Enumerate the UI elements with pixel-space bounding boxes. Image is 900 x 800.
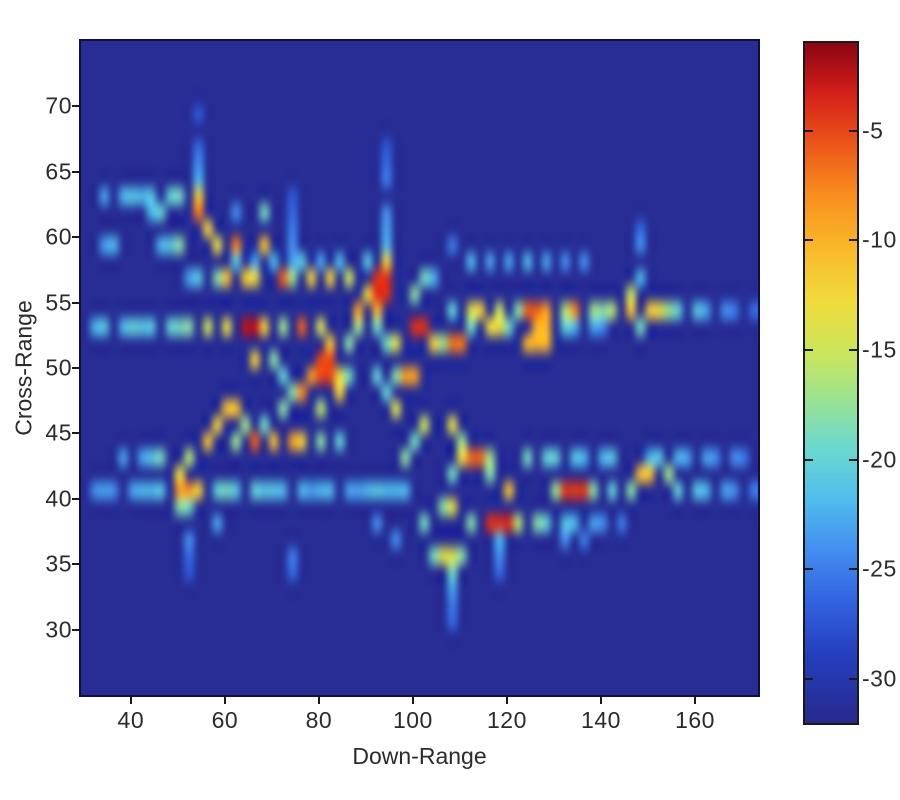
x-tick-mark xyxy=(129,697,132,704)
x-tick-mark xyxy=(505,697,508,704)
colorbar-tick-label: -30 xyxy=(862,665,897,692)
x-tick-label: 100 xyxy=(392,707,433,733)
colorbar-canvas xyxy=(805,43,857,723)
colorbar-tick-mark xyxy=(849,568,857,571)
y-tick-label: 35 xyxy=(45,550,72,577)
y-tick-label: 65 xyxy=(45,158,72,185)
x-tick-mark xyxy=(599,697,602,704)
colorbar-tick-mark xyxy=(849,129,857,132)
colorbar-tick-mark xyxy=(805,129,813,132)
colorbar-tick-mark xyxy=(849,349,857,352)
x-tick-label: 160 xyxy=(675,707,715,733)
y-tick-mark xyxy=(72,236,79,239)
x-tick-label: 60 xyxy=(211,707,239,733)
x-tick-label: 140 xyxy=(581,707,621,733)
y-axis-label: Cross-Range xyxy=(10,300,37,436)
y-tick-mark xyxy=(72,367,79,369)
x-tick-mark xyxy=(223,697,226,704)
y-tick-label: 40 xyxy=(45,485,72,512)
y-tick-mark xyxy=(72,432,79,435)
colorbar-tick-label: -25 xyxy=(862,555,897,582)
colorbar-tick-mark xyxy=(849,458,857,461)
y-tick-label: 55 xyxy=(45,289,72,316)
y-tick-label: 60 xyxy=(45,223,72,250)
colorbar-tick-label: -10 xyxy=(862,226,897,253)
colorbar-tick-label: -20 xyxy=(862,446,897,473)
heatmap-canvas xyxy=(81,41,758,695)
y-tick-mark xyxy=(72,105,79,108)
x-tick-mark xyxy=(694,697,696,704)
x-axis-label: Down-Range xyxy=(352,743,487,769)
colorbar-frame xyxy=(803,41,859,725)
x-tick-label: 40 xyxy=(117,707,145,733)
colorbar-tick-mark xyxy=(805,678,813,681)
colorbar-tick-mark xyxy=(805,458,813,461)
y-tick-label: 70 xyxy=(45,92,72,119)
colorbar-tick-mark xyxy=(849,239,857,242)
x-tick-mark xyxy=(317,697,320,704)
colorbar-tick-mark xyxy=(805,239,813,242)
y-tick-label: 45 xyxy=(45,419,72,446)
y-tick-mark xyxy=(72,563,79,566)
y-tick-label: 30 xyxy=(45,616,72,643)
x-tick-mark xyxy=(411,697,414,704)
colorbar-tick-label: -5 xyxy=(862,117,884,144)
x-tick-label: 120 xyxy=(487,707,527,733)
y-tick-mark xyxy=(72,497,79,500)
y-tick-mark xyxy=(72,628,79,631)
y-tick-label: 50 xyxy=(45,354,72,381)
colorbar-tick-mark xyxy=(805,568,813,571)
y-tick-mark xyxy=(72,301,79,304)
colorbar-tick-label: -15 xyxy=(862,336,897,363)
y-tick-mark xyxy=(72,170,79,173)
colorbar-tick-mark xyxy=(849,678,857,681)
colorbar-tick-mark xyxy=(805,349,813,352)
x-tick-label: 80 xyxy=(305,707,333,733)
